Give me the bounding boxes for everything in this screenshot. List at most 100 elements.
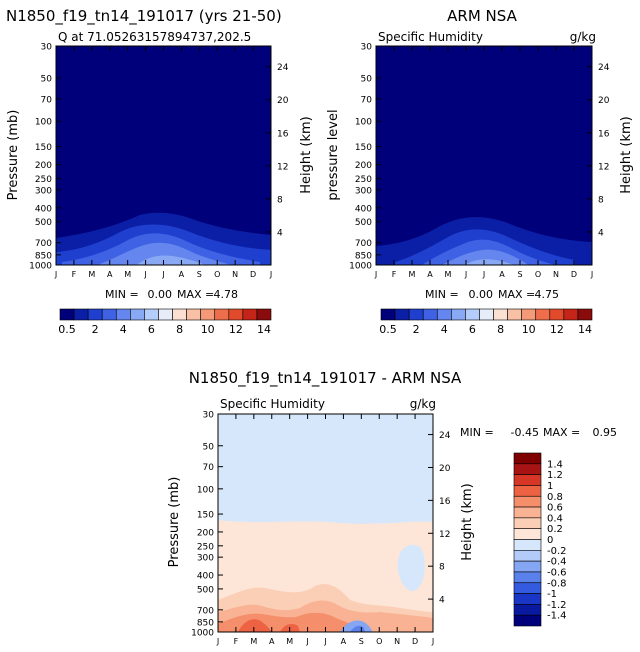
y-tick-label: 500 xyxy=(355,218,372,228)
x-tick-label: M xyxy=(124,270,131,279)
colorbar-label: 12 xyxy=(550,323,564,336)
x-tick-label: S xyxy=(359,637,364,646)
y-tick-label: 70 xyxy=(41,95,53,105)
x-tick-label: O xyxy=(376,637,382,646)
units-difference: g/kg xyxy=(410,397,436,411)
colorbar-swatch xyxy=(577,308,593,321)
colorbar-label: 2 xyxy=(413,323,420,336)
colorbar-swatch xyxy=(228,308,244,321)
subtitle-right: Specific Humidity xyxy=(378,30,483,44)
x-tick-label: J xyxy=(482,270,485,279)
colorbar-swatch xyxy=(513,495,542,508)
colorbar-label: 10 xyxy=(201,323,215,336)
y-tick-label: 70 xyxy=(361,95,373,105)
colorbar-label: 0 xyxy=(547,535,553,546)
colorbar-label: 4 xyxy=(120,323,127,336)
y-tick-label: 300 xyxy=(35,186,52,196)
colorbar-swatch xyxy=(436,308,452,321)
contour-band xyxy=(136,255,206,265)
colorbar-swatch xyxy=(513,485,542,497)
y-tick-label: 100 xyxy=(35,118,52,128)
y2-tick-label: 12 xyxy=(598,162,609,172)
colorbar-label: 1.4 xyxy=(547,459,563,470)
colorbar-swatch xyxy=(172,308,187,321)
stat-min-label-left: MIN = xyxy=(105,288,139,301)
y2-tick-label: 4 xyxy=(598,228,604,238)
colorbar-swatch xyxy=(101,308,117,321)
x-tick-label: N xyxy=(232,270,238,279)
contour-band xyxy=(463,259,514,265)
y-tick-label: 300 xyxy=(197,554,214,564)
panel-difference: Specific Humidity g/kg 30507010015020025… xyxy=(167,397,617,646)
y2label-difference: Height (km) xyxy=(460,483,475,560)
colorbar-swatch xyxy=(408,308,424,321)
colorbar-swatch xyxy=(513,517,542,529)
y2-tick-label: 20 xyxy=(598,96,610,106)
contour-band xyxy=(238,619,272,632)
y2-tick-label: 24 xyxy=(439,431,451,441)
colorbar-swatch xyxy=(256,308,272,321)
y-tick-label: 400 xyxy=(35,204,52,214)
x-tick-label: J xyxy=(216,637,219,646)
y-tick-label: 850 xyxy=(35,251,52,261)
colorbar-swatch xyxy=(144,308,159,321)
colorbar-swatch xyxy=(465,308,480,321)
ylabel-right: pressure level xyxy=(326,109,341,200)
x-tick-label: J xyxy=(54,270,57,279)
x-tick-label: A xyxy=(269,637,275,646)
x-tick-label: N xyxy=(394,637,400,646)
x-tick-label: J xyxy=(590,270,593,279)
colorbar-label: 8 xyxy=(497,323,504,336)
x-tick-label: A xyxy=(179,270,185,279)
title-right: ARM NSA xyxy=(447,7,517,25)
colorbar-label: 10 xyxy=(522,323,536,336)
y-tick-label: 50 xyxy=(203,442,215,452)
subtitle-difference: Specific Humidity xyxy=(220,397,325,411)
y-tick-label: 700 xyxy=(197,606,214,616)
y-tick-label: 850 xyxy=(355,251,372,261)
colorbar-label: -1.4 xyxy=(547,611,567,622)
stat-max-label-left: MAX = xyxy=(177,288,214,301)
colorbar-label: -0.6 xyxy=(547,567,567,578)
contour-band xyxy=(397,544,425,591)
colorbar-swatch xyxy=(513,550,542,562)
ylabel-left: Pressure (mb) xyxy=(6,110,21,201)
x-tick-label: A xyxy=(341,637,347,646)
colorbar-label: -1 xyxy=(547,589,557,600)
colorbar-swatch xyxy=(513,604,542,616)
colorbar-swatch xyxy=(513,474,542,486)
x-tick-label: J xyxy=(143,270,146,279)
y2-tick-label: 12 xyxy=(439,530,450,540)
colorbar-swatch xyxy=(200,308,216,321)
colorbar-swatch xyxy=(513,528,542,540)
colorbar-swatch xyxy=(507,308,522,321)
colorbar-label: -0.8 xyxy=(547,578,567,589)
y2-tick-label: 16 xyxy=(439,497,451,507)
y2label-right: Height (km) xyxy=(619,116,634,193)
y-tick-label: 300 xyxy=(355,186,372,196)
colorbar-label: 6 xyxy=(148,323,155,336)
y-tick-label: 250 xyxy=(35,175,52,185)
x-tick-label: A xyxy=(499,270,505,279)
x-tick-label: F xyxy=(392,270,397,279)
y2-tick-label: 24 xyxy=(277,63,289,73)
subtitle-left: Q at 71.05263157894737,202.5 xyxy=(58,30,251,44)
x-tick-label: D xyxy=(412,637,418,646)
colorbar-label: 0.4 xyxy=(547,513,563,524)
y-tick-label: 200 xyxy=(197,528,214,538)
colorbar-swatch xyxy=(479,308,494,321)
y-tick-label: 250 xyxy=(197,542,214,552)
colorbar-label: 2 xyxy=(92,323,99,336)
x-tick-label: F xyxy=(234,637,239,646)
colorbar-swatch xyxy=(549,308,565,321)
stat-max-difference: 0.95 xyxy=(593,426,618,439)
stat-min-left: 0.00 xyxy=(148,288,173,301)
colorbar-label: 1.2 xyxy=(547,470,563,481)
x-tick-label: O xyxy=(214,270,220,279)
x-tick-label: M xyxy=(445,270,452,279)
x-tick-label: D xyxy=(250,270,256,279)
